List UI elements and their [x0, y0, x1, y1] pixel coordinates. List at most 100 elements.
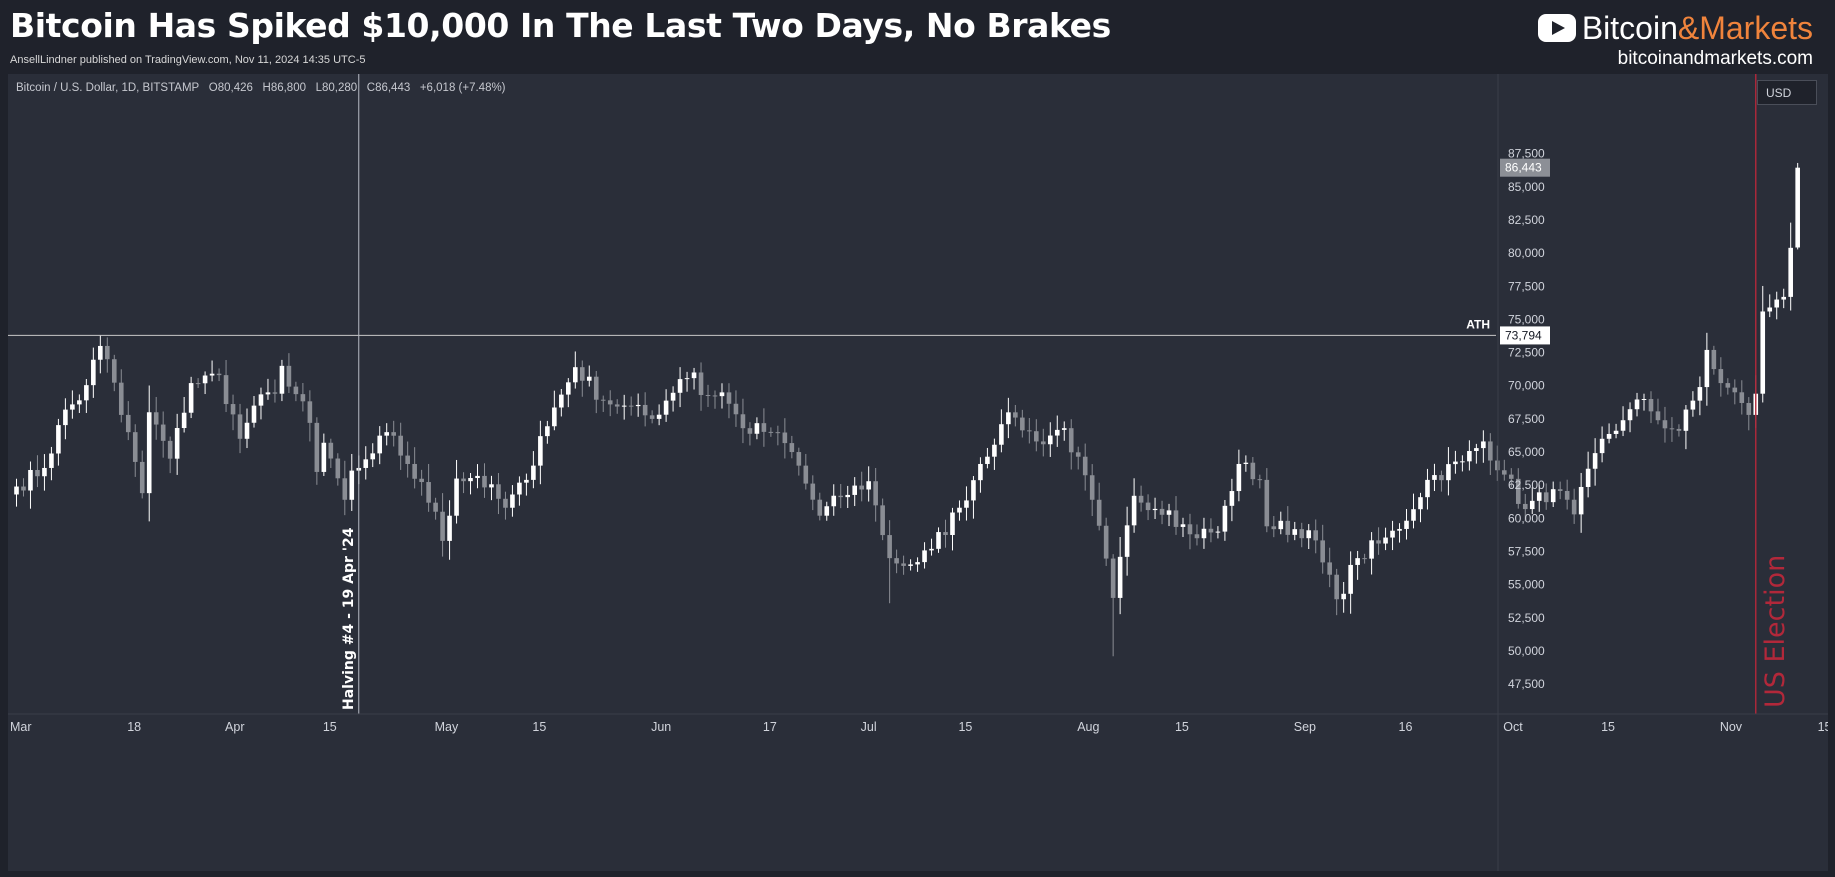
candle-body: [216, 373, 222, 376]
candle-body: [1180, 524, 1186, 527]
candle-body: [852, 485, 857, 495]
candle: [761, 408, 767, 447]
candle-body: [1746, 402, 1752, 415]
candle: [35, 455, 40, 488]
candle-body: [1697, 387, 1703, 401]
candle-body: [524, 479, 529, 483]
candle-body: [335, 458, 341, 479]
candle: [579, 360, 585, 397]
candle: [398, 422, 403, 470]
candle: [971, 476, 976, 519]
candle-body: [1599, 438, 1605, 454]
candle-body: [1320, 540, 1325, 563]
candle: [63, 398, 68, 440]
candle-body: [167, 440, 173, 459]
candle: [670, 386, 676, 412]
candle: [251, 396, 257, 428]
x-tick-label: 15: [323, 720, 337, 734]
candle: [1047, 422, 1053, 457]
candle-body: [237, 414, 243, 439]
candle: [1243, 455, 1249, 472]
candle: [496, 473, 501, 515]
candle-body: [810, 483, 816, 500]
candle: [433, 497, 438, 520]
candle-body: [1536, 492, 1542, 501]
candle: [111, 354, 117, 392]
y-tick-label: 82,500: [1508, 213, 1545, 227]
candle: [1138, 485, 1144, 512]
candle-body: [1641, 399, 1647, 400]
candle-body: [1376, 540, 1381, 544]
candle-body: [272, 392, 278, 394]
candle: [391, 420, 396, 447]
candle: [440, 493, 445, 557]
candle-body: [1020, 417, 1025, 431]
candle: [475, 464, 480, 489]
candle-body: [230, 404, 236, 415]
candle-body: [188, 383, 194, 413]
candle: [1075, 446, 1081, 470]
candle: [593, 370, 599, 414]
candle-body: [614, 404, 620, 407]
candle-body: [1725, 383, 1731, 388]
candle-body: [1550, 489, 1556, 503]
candle: [1585, 451, 1591, 498]
candle-body: [684, 378, 690, 380]
candle-body: [1348, 564, 1353, 594]
x-tick-label: May: [435, 720, 459, 734]
candle: [118, 369, 124, 423]
candle: [866, 466, 871, 502]
candle: [1292, 521, 1298, 541]
last-price-tag: [1500, 158, 1550, 177]
candle-body: [1627, 409, 1633, 421]
x-tick-label: Jun: [651, 720, 671, 734]
candle: [482, 463, 487, 498]
candle-body: [223, 375, 229, 405]
candle: [426, 463, 431, 512]
candle: [167, 436, 173, 474]
candle: [1774, 291, 1780, 320]
candle: [454, 459, 459, 524]
brand-logo[interactable]: Bitcoin&Markets: [1537, 10, 1813, 46]
candle: [21, 478, 26, 497]
candle-body: [447, 515, 452, 541]
candle-body: [733, 403, 739, 415]
candle-body: [873, 481, 878, 506]
chart-panel[interactable]: ATH Halving #4 - 19 Apr '24 US Election 47…: [8, 74, 1828, 871]
candle: [649, 410, 655, 424]
candle: [223, 360, 229, 413]
candle: [719, 383, 725, 409]
candle-body: [971, 480, 976, 501]
candle: [1418, 492, 1423, 523]
candlestick-chart[interactable]: ATH Halving #4 - 19 Apr '24 US Election 47…: [8, 74, 1828, 871]
candle-body: [817, 499, 823, 516]
ath-price-label: 73,794: [1505, 328, 1542, 342]
candle: [1634, 392, 1640, 417]
candle-body: [1543, 492, 1549, 503]
x-tick-label: 15: [1818, 720, 1828, 734]
candle: [1390, 520, 1395, 551]
candle-body: [538, 436, 543, 466]
candle: [1187, 513, 1193, 550]
candle: [1383, 527, 1388, 551]
candle: [859, 471, 864, 502]
candle: [677, 367, 683, 408]
site-url[interactable]: bitcoinandmarkets.com: [1617, 48, 1813, 69]
candle-body: [1676, 428, 1682, 431]
candle: [349, 453, 355, 512]
candle: [1529, 487, 1535, 515]
candle: [1732, 379, 1738, 405]
candle: [146, 385, 152, 522]
candle: [712, 390, 718, 409]
currency-selector[interactable]: USD: [1757, 80, 1817, 105]
candle: [1697, 376, 1703, 416]
candle-body: [1124, 525, 1130, 557]
candle-body: [1208, 528, 1214, 533]
candle: [796, 447, 802, 476]
candle-body: [1495, 460, 1500, 471]
candle: [1557, 481, 1563, 500]
candle-body: [1194, 534, 1200, 539]
candle: [384, 423, 390, 446]
candle-body: [91, 359, 96, 386]
candle-body: [160, 424, 166, 441]
